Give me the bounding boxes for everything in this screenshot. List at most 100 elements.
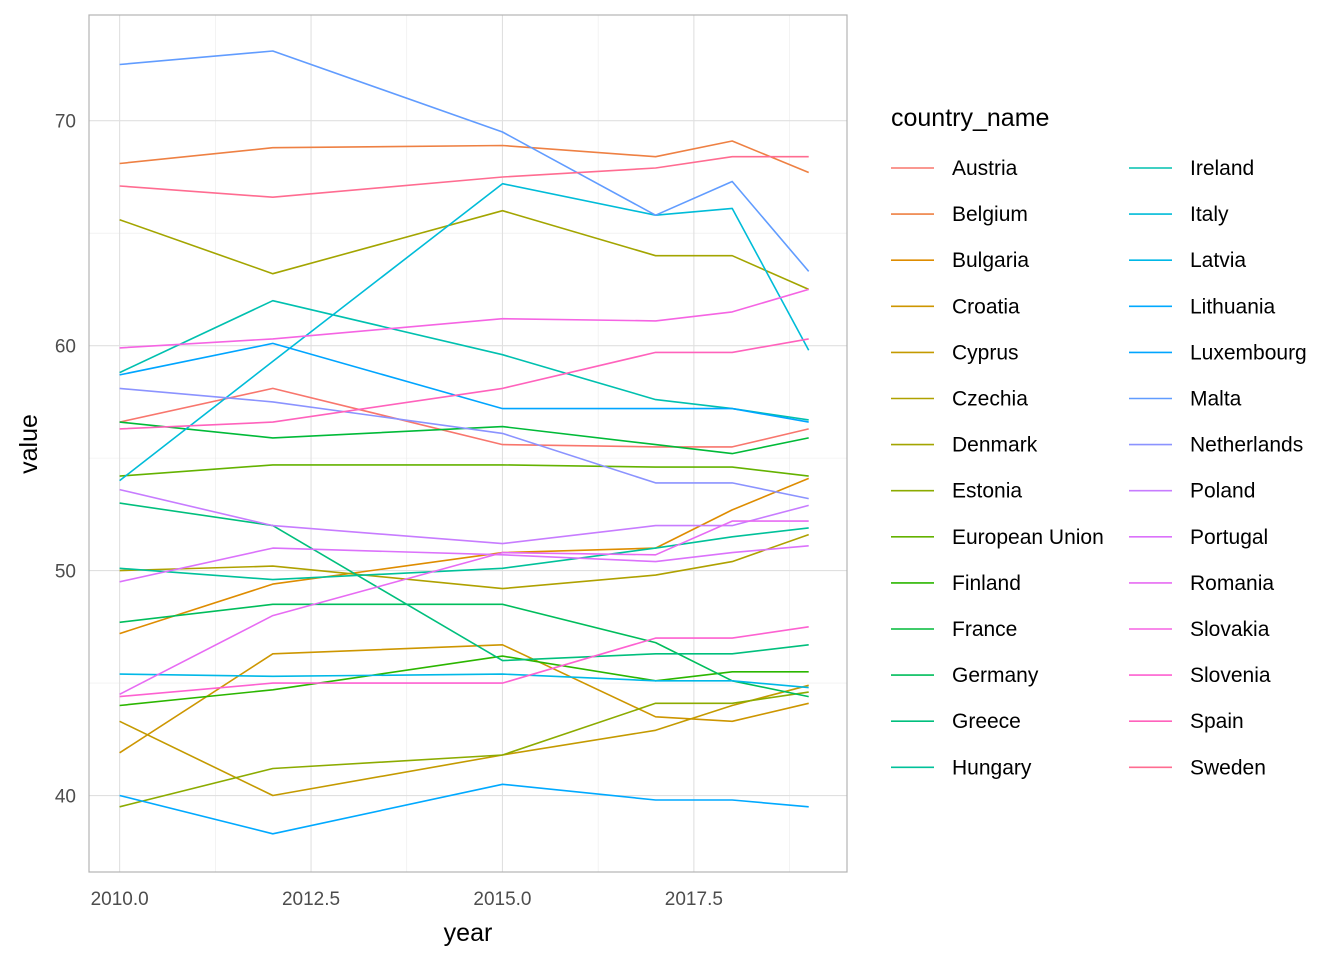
- series-line: [119, 603, 809, 698]
- legend-label: Latvia: [1190, 249, 1246, 272]
- legend-item: Lithuania: [1129, 295, 1276, 318]
- y-tick-label: 50: [55, 562, 76, 583]
- legend-item: Malta: [1129, 388, 1242, 411]
- series-line: [119, 387, 809, 500]
- x-tick-label: 2010.0: [91, 889, 149, 910]
- legend-item: Bulgaria: [891, 249, 1029, 272]
- legend-item: Slovenia: [1129, 664, 1271, 687]
- plot-panel-border: [88, 14, 848, 873]
- series-line: [119, 338, 809, 430]
- series-line: [119, 502, 809, 662]
- legend: Austria Belgium Bulgaria Croatia Cyprus Czech…: [891, 157, 1307, 779]
- legend-label: Estonia: [952, 480, 1022, 503]
- series-line: [119, 288, 809, 349]
- y-tick-label: 70: [55, 112, 76, 133]
- legend-label: Hungary: [952, 756, 1032, 779]
- x-axis-tick-labels: 2010.0 2012.5 2015.0 2017.5: [91, 889, 723, 910]
- series-line: [119, 421, 809, 455]
- legend-label: Portugal: [1190, 526, 1268, 549]
- legend-label: Cyprus: [952, 341, 1019, 364]
- series-line: [119, 477, 810, 635]
- legend-label: Germany: [952, 664, 1039, 687]
- series-line: [119, 387, 809, 448]
- legend-label: Spain: [1190, 710, 1244, 733]
- legend-item: Croatia: [891, 295, 1020, 318]
- series-line: [119, 520, 809, 696]
- legend-item: Denmark: [891, 434, 1038, 457]
- legend-item: Estonia: [891, 480, 1022, 503]
- legend-item: Portugal: [1129, 526, 1268, 549]
- legend-label: Slovenia: [1190, 664, 1271, 687]
- legend-item: Austria: [891, 157, 1018, 180]
- legend-label: Finland: [952, 572, 1021, 595]
- legend-label: Luxembourg: [1190, 341, 1307, 364]
- legend-item: Poland: [1129, 480, 1255, 503]
- legend-item: Luxembourg: [1129, 341, 1307, 364]
- legend-item: Belgium: [891, 203, 1028, 226]
- series-line: [119, 155, 809, 198]
- legend-item: Ireland: [1129, 157, 1254, 180]
- legend-label: Netherlands: [1190, 434, 1303, 457]
- legend-item: Italy: [1129, 203, 1229, 226]
- legend-item: Czechia: [891, 388, 1028, 411]
- y-axis-tick-labels: 40 50 60 70: [55, 112, 76, 808]
- legend-label: Italy: [1190, 203, 1229, 226]
- legend-label: Sweden: [1190, 756, 1266, 779]
- x-axis-title: year: [444, 919, 493, 947]
- series-line: [119, 488, 809, 545]
- legend-item: European Union: [891, 526, 1104, 549]
- series-line: [119, 464, 809, 477]
- y-tick-label: 40: [55, 787, 76, 808]
- legend-item: Germany: [891, 664, 1039, 687]
- legend-label: Malta: [1190, 388, 1242, 411]
- legend-item: Netherlands: [1129, 434, 1303, 457]
- series-line: [119, 209, 810, 291]
- series-line: [119, 643, 809, 754]
- legend-item: Slovakia: [1129, 618, 1270, 641]
- legend-label: Austria: [952, 157, 1018, 180]
- series-line: [119, 673, 809, 689]
- series-line: [119, 545, 809, 583]
- legend-label: Belgium: [952, 203, 1028, 226]
- series-line: [119, 691, 809, 808]
- legend-item: Spain: [1129, 710, 1244, 733]
- legend-item: Hungary: [891, 756, 1032, 779]
- series-line: [119, 783, 809, 835]
- legend-label: Slovakia: [1190, 618, 1270, 641]
- legend-item: Greece: [891, 710, 1021, 733]
- legend-label: Croatia: [952, 295, 1020, 318]
- legend-item: Latvia: [1129, 249, 1246, 272]
- legend-title: country_name: [891, 104, 1049, 132]
- legend-label: Ireland: [1190, 157, 1254, 180]
- x-tick-label: 2017.5: [665, 889, 723, 910]
- legend-item: Finland: [891, 572, 1021, 595]
- series-line: [119, 342, 809, 423]
- legend-label: Denmark: [952, 434, 1038, 457]
- x-tick-label: 2015.0: [473, 889, 531, 910]
- legend-item: Sweden: [1129, 756, 1266, 779]
- minor-gridlines: [89, 15, 847, 872]
- legend-label: Bulgaria: [952, 249, 1029, 272]
- legend-label: Poland: [1190, 480, 1255, 503]
- series-line: [119, 626, 809, 698]
- legend-item: Cyprus: [891, 341, 1019, 364]
- legend-label: Czechia: [952, 388, 1028, 411]
- series-line: [119, 533, 809, 590]
- x-tick-label: 2012.5: [282, 889, 340, 910]
- y-tick-label: 60: [55, 337, 76, 358]
- major-gridlines: [89, 15, 847, 872]
- y-axis-title: value: [15, 414, 43, 474]
- legend-item: Romania: [1129, 572, 1274, 595]
- series-line: [119, 655, 809, 707]
- legend-label: Lithuania: [1190, 295, 1276, 318]
- series-line: [119, 140, 810, 174]
- legend-label: Romania: [1190, 572, 1274, 595]
- legend-label: European Union: [952, 526, 1104, 549]
- legend-label: France: [952, 618, 1017, 641]
- series-lines: [119, 50, 810, 835]
- legend-label: Greece: [952, 710, 1021, 733]
- series-line: [119, 182, 810, 482]
- legend-item: France: [891, 618, 1017, 641]
- series-line: [119, 50, 810, 272]
